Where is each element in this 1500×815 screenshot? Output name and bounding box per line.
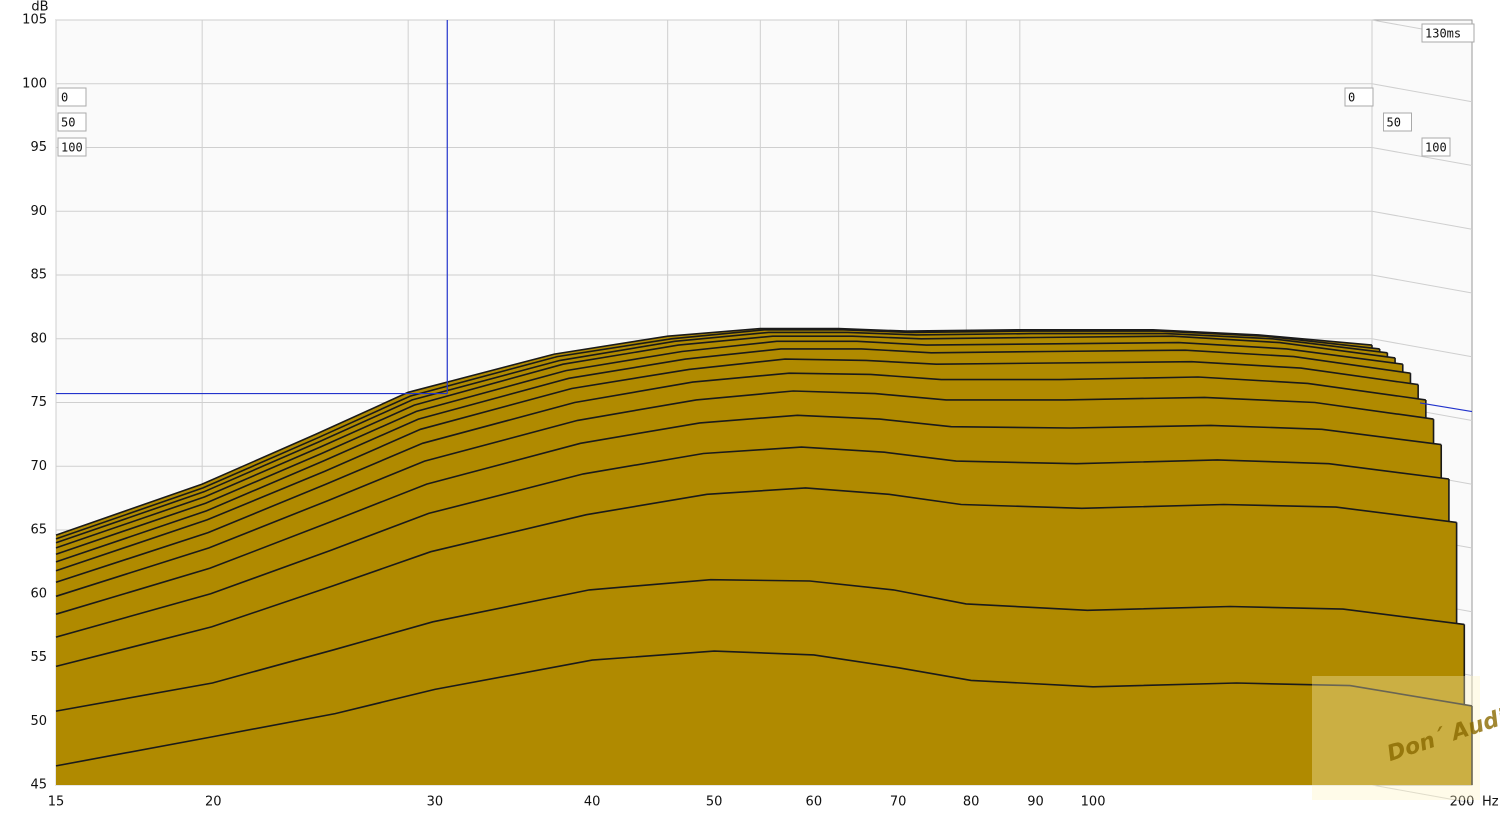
cursor-side — [1419, 402, 1473, 413]
depth-label: 130ms — [1421, 23, 1475, 43]
y-tick-label: 50 — [30, 714, 47, 729]
slice-line — [55, 358, 1419, 572]
slice-line — [55, 331, 1388, 544]
slice-line — [55, 372, 1426, 584]
depth-label-box — [57, 87, 87, 107]
depth-label-text: 100 — [61, 141, 83, 155]
overlay: 15 20 30 40 50 60 70 80 90 100 200 Hz 0 0 50 50 100 100 13… — [48, 20, 1500, 810]
depth-label-box — [1344, 87, 1374, 107]
depth-label: 50 — [1383, 112, 1412, 132]
y-tick-label: 85 — [30, 268, 47, 283]
x-tick-label: 200 — [1450, 795, 1475, 810]
slice-line — [55, 650, 1473, 767]
x-tick-label: 90 — [1027, 795, 1044, 810]
x-tick-label: 70 — [890, 795, 907, 810]
depth-label-box — [57, 112, 87, 132]
depth-label: 0 — [57, 87, 87, 107]
depth-label: 100 — [57, 137, 87, 157]
side-grid-line — [1371, 338, 1473, 358]
depth-label-text: 0 — [1348, 91, 1355, 105]
y-tick-label: 45 — [30, 778, 47, 793]
slice-line — [55, 414, 1442, 615]
depth-label-box — [1421, 23, 1475, 43]
x-unit: Hz — [1482, 795, 1499, 810]
y-unit: dB — [31, 0, 48, 15]
x-tick-label: 20 — [205, 795, 222, 810]
slice-line — [55, 335, 1396, 549]
y-tick-label: 55 — [30, 650, 47, 665]
y-tick-label: 60 — [30, 586, 47, 601]
depth-label-text: 130ms — [1425, 27, 1461, 41]
depth-label-box — [1421, 137, 1451, 157]
side-grid-line — [1371, 274, 1473, 294]
depth-label-box — [57, 137, 87, 157]
x-tick-label: 40 — [584, 795, 601, 810]
slice-line — [55, 327, 1373, 536]
side-grid-line — [1371, 210, 1473, 230]
y-tick-label: 100 — [22, 76, 47, 91]
y-tick-label: 75 — [30, 395, 47, 410]
y-tick-label: 70 — [30, 459, 47, 474]
depth-label-text: 0 — [61, 91, 68, 105]
depth-label: 50 — [57, 112, 87, 132]
x-tick-label: 60 — [806, 795, 823, 810]
y-tick-label: 105 — [22, 13, 47, 28]
slice-line — [55, 487, 1457, 668]
side-grid-line — [1371, 83, 1473, 103]
y-tick-label: 90 — [30, 204, 47, 219]
slice-line — [55, 446, 1450, 638]
side-grid-line — [1371, 784, 1473, 804]
slice-line — [55, 390, 1434, 598]
depth-label-text: 50 — [1387, 116, 1401, 130]
x-tick-label: 30 — [427, 795, 444, 810]
depth-label: 0 — [1344, 87, 1374, 107]
slice-line — [55, 340, 1403, 555]
slices — [55, 327, 1473, 785]
slice-line — [55, 329, 1380, 540]
y-tick-label: 80 — [30, 331, 47, 346]
slice-fill — [56, 651, 1472, 785]
slice-line — [55, 348, 1411, 563]
depth-label: 100 — [1421, 137, 1451, 157]
x-tick-label: 80 — [963, 795, 980, 810]
y-tick-label: 95 — [30, 140, 47, 155]
slice-line — [55, 578, 1465, 712]
depth-label-text: 50 — [61, 116, 75, 130]
depth-label-text: 100 — [1425, 141, 1447, 155]
depth-label-box — [1383, 112, 1412, 132]
x-tick-label: 15 — [48, 795, 65, 810]
watermark-box — [1312, 676, 1480, 800]
x-tick-label: 100 — [1081, 795, 1106, 810]
y-tick-label: 65 — [30, 523, 47, 538]
x-tick-label: 50 — [706, 795, 723, 810]
